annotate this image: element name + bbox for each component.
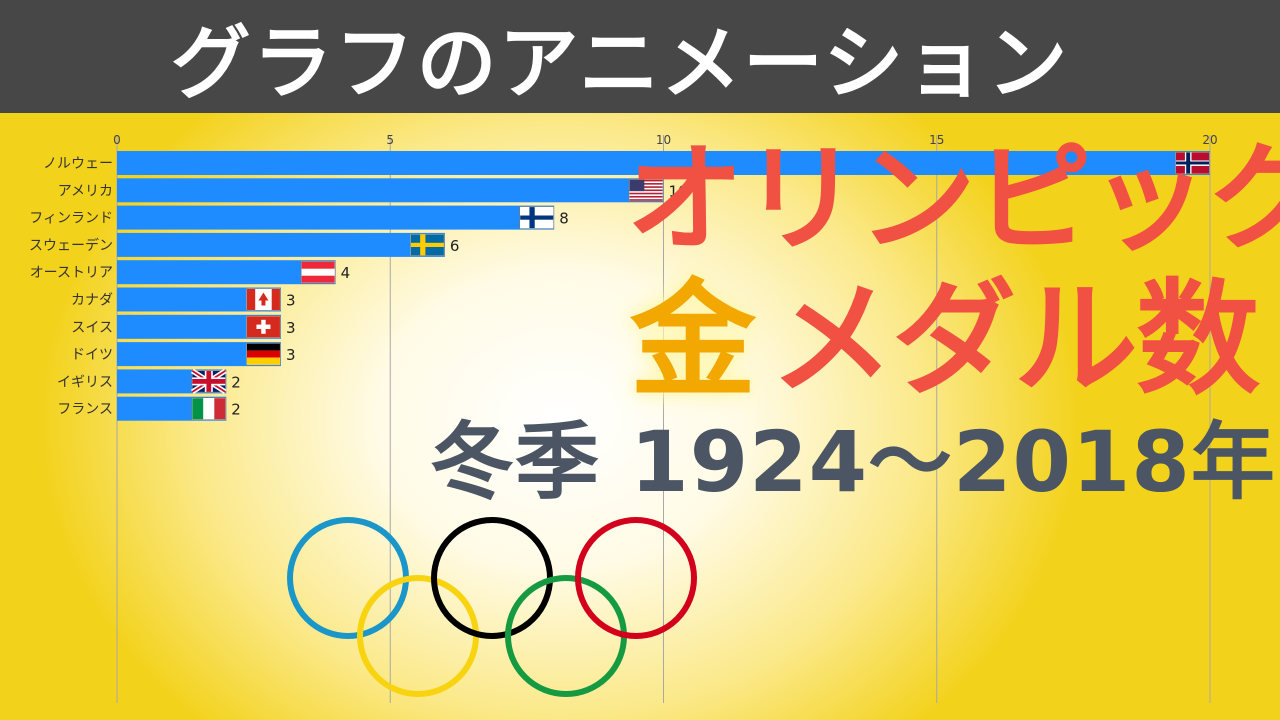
austria-flag-icon (300, 260, 336, 284)
headline-gold: 金 (630, 267, 756, 414)
germany-flag-icon (246, 342, 281, 366)
bar (117, 205, 555, 230)
usa-flag-icon (628, 179, 664, 202)
bar (117, 178, 664, 203)
data-label: 2 (231, 373, 241, 391)
green-ring-icon (505, 575, 627, 697)
headline-olympic: オリンピック (626, 130, 1280, 268)
norway-flag-icon (1175, 151, 1210, 175)
red-ring-icon (575, 517, 697, 639)
x-tick-label: 5 (386, 133, 394, 147)
headline-subtitle: 冬季 1924～2018年 (430, 413, 1276, 511)
data-label: 3 (286, 346, 296, 364)
category-label: ノルウェー (43, 156, 113, 172)
x-tick-label: 0 (113, 133, 121, 147)
bar (117, 232, 445, 257)
olympic-rings-icon (287, 517, 697, 697)
category-label: アメリカ (58, 183, 113, 199)
headline-medal-count: メダル数 (770, 268, 1260, 412)
data-label: 8 (559, 210, 569, 228)
data-label: 2 (231, 401, 241, 419)
x-tick-label: 15 (929, 133, 944, 147)
category-label: オーストリア (30, 265, 113, 281)
finland-flag-icon (519, 206, 555, 229)
category-label: スイス (71, 320, 113, 336)
switzerland-flag-icon (246, 315, 281, 339)
category-label: フィンランド (29, 211, 113, 227)
header-title: グラフのアニメーション (170, 16, 1070, 110)
bar (117, 151, 1210, 175)
category-label: ドイツ (71, 347, 113, 363)
bar (117, 260, 336, 285)
category-label: カナダ (71, 293, 113, 309)
header-bar: グラフのアニメーション (0, 0, 1280, 113)
data-label: 4 (341, 264, 351, 282)
x-tick-label: 20 (1202, 133, 1217, 147)
data-label: 3 (286, 319, 296, 337)
yellow-ring-icon (357, 575, 479, 697)
category-label: スウェーデン (29, 237, 113, 254)
black-ring-icon (431, 517, 553, 639)
x-tick-label: 10 (656, 133, 671, 147)
data-label: 10 (669, 182, 688, 200)
category-label: イギリス (57, 374, 113, 390)
sweden-flag-icon (410, 233, 445, 257)
data-label: 3 (286, 292, 296, 310)
france-flag-icon (191, 397, 227, 421)
blue-ring-icon (287, 517, 409, 639)
data-label: 6 (450, 237, 460, 255)
canada-flag-icon (246, 288, 281, 311)
uk-flag-icon (190, 368, 227, 395)
category-label: フランス (57, 402, 113, 418)
